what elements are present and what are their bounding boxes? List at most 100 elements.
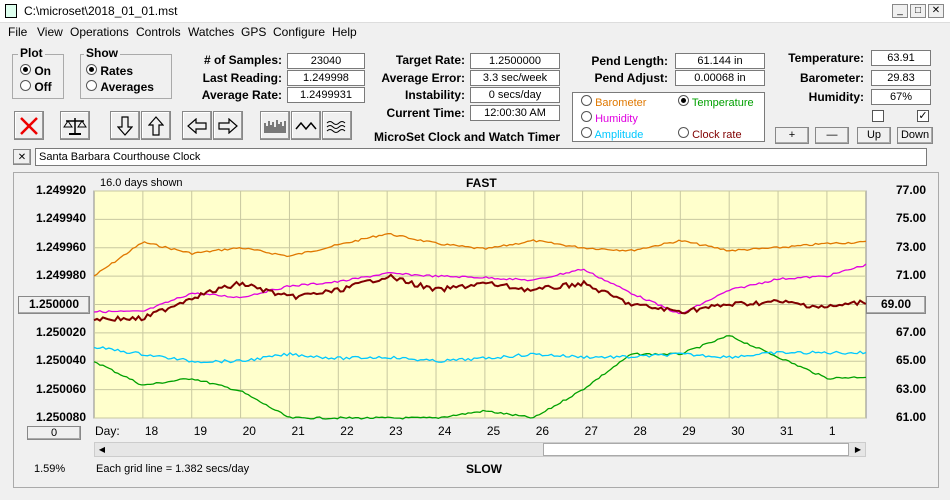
- x-tick-label: 31: [780, 424, 794, 438]
- plot-on-radio[interactable]: On: [20, 64, 51, 78]
- left-tick-label: 1.250020: [35, 324, 86, 339]
- sensor-clockrate-label: Clock rate: [692, 129, 742, 141]
- last-reading-label: Last Reading:: [202, 71, 282, 85]
- sensor-select-box: [572, 92, 765, 142]
- x-tick-label: 1: [828, 424, 836, 438]
- x-tick-label: 28: [633, 424, 647, 438]
- center-temp-value: 69.00: [880, 297, 912, 311]
- x-tick-label: 22: [340, 424, 354, 438]
- horizontal-scrollbar[interactable]: ◀ ▶: [94, 442, 866, 457]
- x-tick-label: 21: [291, 424, 305, 438]
- radio-icon: [581, 111, 592, 122]
- series-line-temperature: [93, 335, 867, 420]
- down-button[interactable]: Down: [897, 127, 933, 144]
- left-tick-label: 1.249980: [35, 268, 86, 283]
- show-averages-label: Averages: [100, 80, 154, 94]
- day-label: Day:: [95, 424, 120, 438]
- instability-label: Instability:: [404, 88, 465, 102]
- balance-scale-icon: [63, 117, 87, 135]
- center-temp-button[interactable]: 69.00: [866, 296, 926, 314]
- scroll-right-button[interactable]: [213, 111, 243, 140]
- show-rates-radio[interactable]: Rates: [86, 64, 133, 78]
- close-window-button[interactable]: ✕: [928, 4, 944, 18]
- bar-chart-icon: [264, 119, 286, 133]
- sensor-humidity-radio[interactable]: Humidity: [581, 111, 638, 125]
- sensor-temperature-radio[interactable]: Temperature: [678, 95, 754, 109]
- arrow-up-icon: [148, 115, 164, 136]
- barometer-value: 29.83: [871, 70, 931, 86]
- center-rate-value: 1.250000: [28, 297, 80, 311]
- x-tick-label: 29: [682, 424, 696, 438]
- minimize-button[interactable]: _: [892, 4, 908, 18]
- menu-controls[interactable]: Controls: [136, 25, 181, 39]
- right-tick-label: 73.00: [895, 239, 926, 254]
- menu-configure[interactable]: Configure: [273, 25, 326, 39]
- sensor-barometer-radio[interactable]: Barometer: [581, 95, 646, 109]
- x-tick-label: 18: [144, 424, 159, 438]
- chart-lines: [93, 232, 867, 420]
- red-x-icon: [20, 116, 38, 135]
- minus-button[interactable]: —: [815, 127, 849, 144]
- menu-bar: File View Operations Controls Watches GP…: [0, 23, 950, 43]
- menu-gps[interactable]: GPS: [241, 25, 267, 39]
- x-tick-label: 19: [193, 424, 208, 438]
- radio-selected-icon: [678, 95, 689, 106]
- plot-off-label: Off: [34, 80, 52, 94]
- scroll-up-button[interactable]: [141, 111, 171, 140]
- percent-label: 1.59%: [34, 463, 66, 475]
- menu-help[interactable]: Help: [332, 25, 357, 39]
- radio-icon: [581, 95, 592, 106]
- scroll-right-arrow-icon[interactable]: ▶: [854, 445, 862, 454]
- x-tick-label: 20: [242, 424, 256, 438]
- left-checkbox[interactable]: [872, 110, 884, 122]
- left-tick-label: 1.250080: [35, 410, 86, 424]
- wave-view-button[interactable]: [291, 111, 321, 140]
- title-bar: C:\microset\2018_01_01.mst _ □ ✕: [0, 0, 950, 23]
- center-rate-button[interactable]: 1.250000: [18, 296, 90, 314]
- left-tick-label: 1.249960: [35, 239, 86, 254]
- sensor-temperature-label: Temperature: [691, 97, 754, 109]
- scrollbar-thumb[interactable]: [543, 443, 849, 456]
- window-title: C:\microset\2018_01_01.mst: [24, 4, 178, 18]
- pend-length-value: 61.144 in: [675, 53, 765, 69]
- pend-adjust-value: 0.00068 in: [675, 70, 765, 86]
- radio-selected-icon: [86, 64, 97, 75]
- up-button[interactable]: Up: [857, 127, 891, 144]
- plus-button[interactable]: +: [775, 127, 809, 144]
- humidity-label: Humidity:: [808, 90, 864, 104]
- menu-watches[interactable]: Watches: [188, 25, 235, 39]
- left-tick-label: 1.249920: [35, 183, 86, 197]
- scroll-left-button[interactable]: [182, 111, 212, 140]
- grid-note: Each grid line = 1.382 secs/day: [96, 463, 250, 475]
- sensor-clockrate-radio[interactable]: Clock rate: [678, 127, 742, 141]
- menu-view[interactable]: View: [37, 25, 63, 39]
- right-checkbox[interactable]: ✓: [917, 110, 929, 122]
- menu-file[interactable]: File: [8, 25, 28, 39]
- clear-name-button[interactable]: ✕: [13, 149, 31, 165]
- wave-icon: [295, 121, 317, 130]
- right-tick-label: 71.00: [895, 268, 926, 283]
- show-averages-radio[interactable]: Averages: [86, 80, 154, 94]
- average-error-value: 3.3 sec/week: [470, 70, 560, 86]
- sensor-amplitude-radio[interactable]: Amplitude: [581, 127, 643, 141]
- scroll-down-button[interactable]: [110, 111, 140, 140]
- zero-button[interactable]: 0: [27, 426, 81, 440]
- balance-button[interactable]: [60, 111, 90, 140]
- maximize-button[interactable]: □: [910, 4, 926, 18]
- plot-off-radio[interactable]: Off: [20, 80, 52, 94]
- dense-view-button[interactable]: [260, 111, 290, 140]
- flat-wave-view-button[interactable]: [322, 111, 352, 140]
- menu-operations[interactable]: Operations: [70, 25, 129, 39]
- stop-button[interactable]: [14, 111, 44, 140]
- radio-selected-icon: [20, 64, 31, 75]
- x-tick-label: 24: [438, 424, 452, 438]
- sensor-barometer-label: Barometer: [595, 97, 647, 109]
- target-rate-value: 1.2500000: [470, 53, 560, 69]
- series-line-clock-rate: [93, 273, 867, 322]
- current-time-value: 12:00:30 AM: [470, 105, 560, 121]
- temperature-label: Temperature:: [788, 51, 864, 65]
- scroll-left-arrow-icon[interactable]: ◀: [98, 445, 106, 454]
- x-tick-label: 25: [486, 424, 501, 438]
- series-line-humidity: [93, 263, 867, 315]
- clock-name-input[interactable]: Santa Barbara Courthouse Clock: [35, 148, 927, 166]
